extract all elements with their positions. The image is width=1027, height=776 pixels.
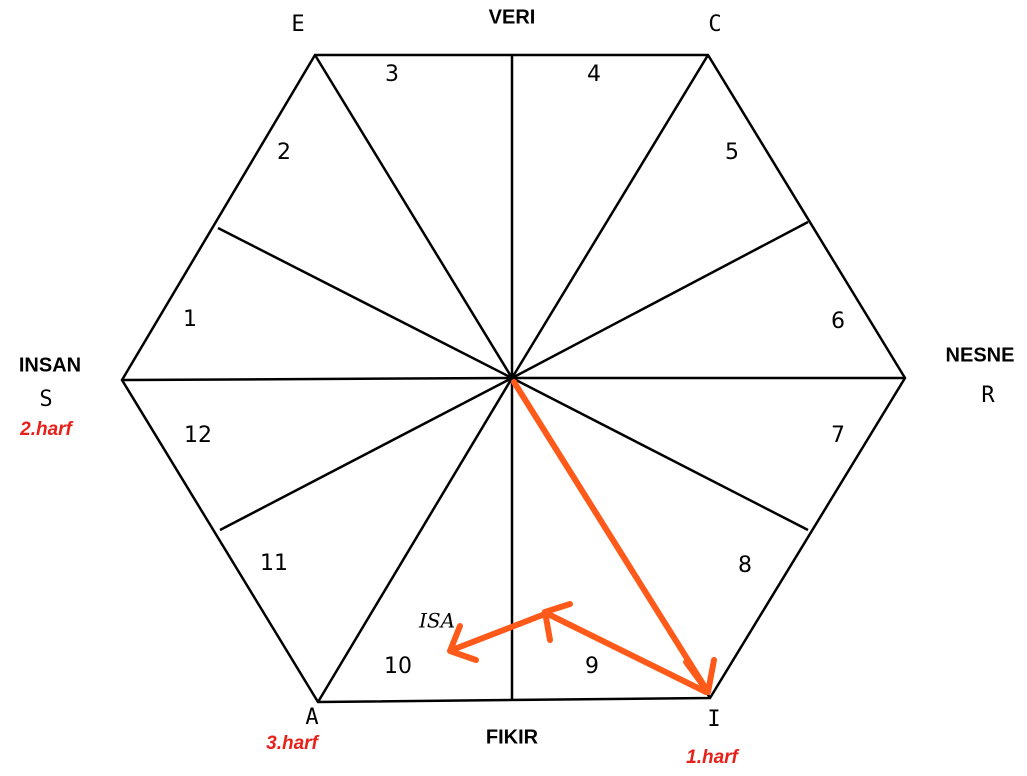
vertex-label: E — [291, 12, 304, 37]
segment-number: 3 — [385, 62, 399, 87]
spoke — [316, 377, 514, 703]
side-label: FIKIR — [486, 726, 539, 748]
arrow — [545, 611, 709, 695]
segment-number: 9 — [585, 654, 599, 679]
hexagon — [120, 53, 907, 704]
spoke — [217, 226, 513, 380]
spoke — [313, 54, 514, 379]
path-arrows — [447, 379, 717, 695]
vertex-label: S — [39, 387, 52, 412]
segment-number: 6 — [831, 309, 845, 334]
arrowhead — [447, 623, 479, 663]
order-label: 3.harf — [266, 733, 319, 754]
vertex-label: A — [305, 705, 318, 730]
vertex-label: C — [708, 12, 721, 37]
spoke — [510, 54, 710, 379]
segment-number: 11 — [260, 551, 288, 576]
spoke — [511, 220, 809, 380]
side-label: INSAN — [19, 354, 81, 376]
vertex-label: R — [981, 383, 995, 408]
side-label: VERI — [489, 6, 536, 28]
segment-number: 4 — [587, 62, 601, 87]
spoke — [511, 376, 809, 532]
segment-number: 12 — [184, 423, 212, 448]
result-label: ISA — [418, 609, 455, 633]
segment-number: 8 — [738, 553, 752, 578]
side-label: NESNE — [946, 344, 1015, 366]
arrow — [449, 611, 548, 653]
segment-number: 5 — [725, 140, 739, 165]
spoke — [121, 376, 513, 382]
segment-number: 7 — [831, 423, 845, 448]
arrow — [511, 379, 711, 695]
segment-number: 10 — [384, 654, 412, 679]
segment-number: 1 — [183, 307, 197, 332]
order-label: 2.harf — [19, 419, 73, 440]
order-label: 1.harf — [686, 747, 739, 768]
vertex-label: I — [707, 707, 720, 732]
spoke — [219, 376, 513, 532]
segment-number: 2 — [277, 140, 291, 165]
